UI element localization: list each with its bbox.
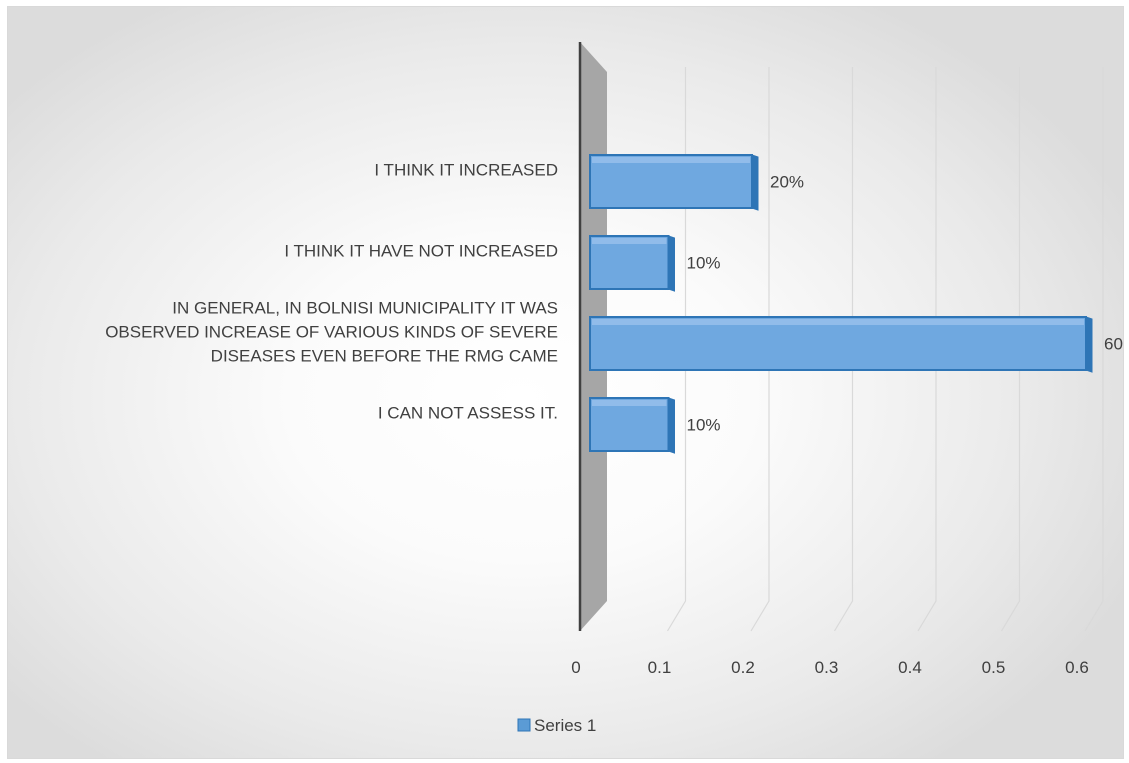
- bar-end: [668, 397, 675, 454]
- bar: 60%: [589, 316, 1123, 373]
- category-label: I THINK IT HAVE NOT INCREASED: [284, 242, 558, 261]
- category-label: I CAN NOT ASSESS IT.: [378, 404, 558, 423]
- data-label: 20%: [770, 173, 804, 192]
- bar-highlight: [592, 157, 750, 163]
- bar-highlight: [592, 238, 667, 244]
- data-label: 10%: [687, 416, 721, 435]
- bar-front: [589, 397, 670, 452]
- data-label: 10%: [687, 254, 721, 273]
- bar-end: [751, 154, 759, 211]
- category-label-line: IN GENERAL, IN BOLNISI MUNICIPALITY IT W…: [172, 299, 558, 318]
- x-tick-label: 0.2: [731, 658, 755, 677]
- category-label: I THINK IT INCREASED: [374, 161, 558, 180]
- gridline: [750, 67, 770, 632]
- category-label-line: I THINK IT HAVE NOT INCREASED: [284, 242, 558, 261]
- bar-highlight: [592, 319, 1084, 325]
- category-labels: I THINK IT INCREASED I THINK IT HAVE NOT …: [105, 161, 558, 423]
- bar: 20%: [589, 154, 804, 211]
- bar-highlight: [592, 400, 667, 406]
- category-label-line: DISEASES EVEN BEFORE THE RMG CAME: [211, 347, 558, 366]
- legend-swatch: [517, 718, 531, 732]
- category-label-line: I CAN NOT ASSESS IT.: [378, 404, 558, 423]
- bars: 20% 10% 60% 10%: [589, 154, 1123, 454]
- x-tick-label: 0.1: [648, 658, 672, 677]
- gridline: [666, 67, 687, 632]
- data-label: 60%: [1104, 335, 1123, 354]
- x-tick-label: 0.3: [815, 658, 839, 677]
- category-label-line: I THINK IT INCREASED: [374, 161, 558, 180]
- x-tick-label: 0.5: [982, 658, 1006, 677]
- category-label: IN GENERAL, IN BOLNISI MUNICIPALITY IT W…: [105, 299, 558, 366]
- gridlines: [666, 67, 1104, 632]
- x-tick-label: 0: [571, 658, 580, 677]
- bar: 10%: [589, 235, 721, 292]
- bar-front: [589, 316, 1087, 371]
- gridline: [1000, 67, 1021, 632]
- x-tick-label: 0.6: [1065, 658, 1089, 677]
- x-tick-label: 0.4: [898, 658, 922, 677]
- gridline: [1084, 67, 1104, 632]
- gridline: [833, 67, 854, 632]
- bar: 10%: [589, 397, 721, 454]
- bar-front: [589, 154, 753, 209]
- legend: Series 1: [517, 716, 596, 735]
- x-tick-labels: 0 0.1 0.2 0.3 0.4 0.5 0.6: [571, 658, 1089, 677]
- bar-end: [668, 235, 675, 292]
- legend-label: Series 1: [534, 716, 596, 735]
- bar-end: [1085, 316, 1093, 373]
- gridline: [917, 67, 937, 632]
- category-label-line: OBSERVED INCREASE OF VARIOUS KINDS OF SE…: [105, 323, 558, 342]
